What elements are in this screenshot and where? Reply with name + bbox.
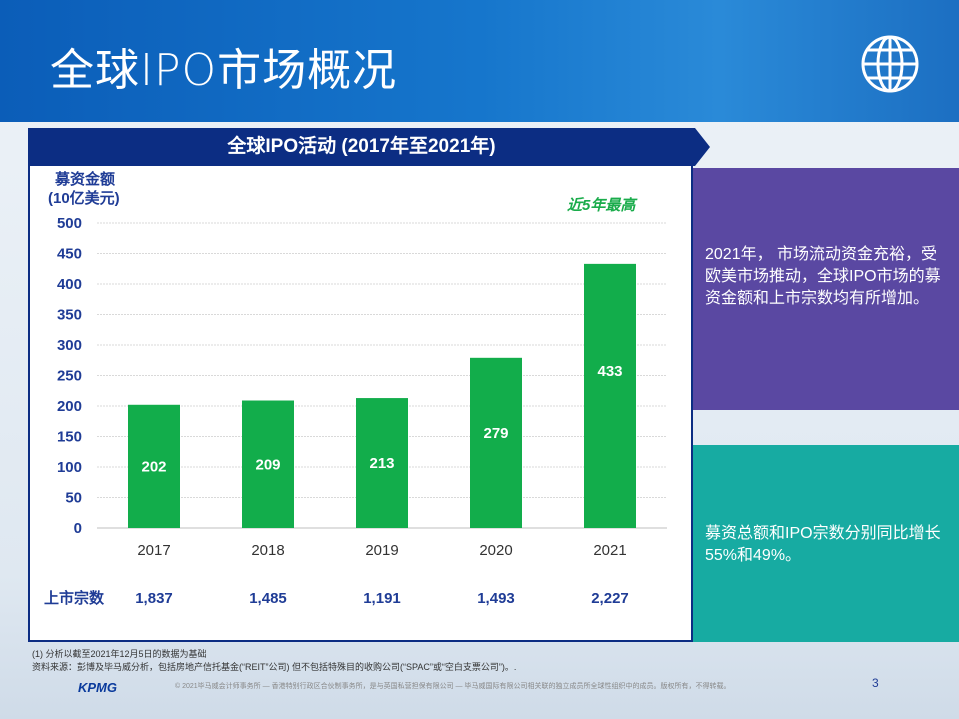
y-tick-label: 300 <box>57 337 82 354</box>
y-tick-label: 500 <box>57 215 82 232</box>
chart-title: 全球IPO活动 (2017年至2021年) <box>227 136 496 157</box>
insight-panel-teal <box>693 445 959 642</box>
x-tick-label: 2018 <box>251 542 284 559</box>
insight-text-2: 募资总额和IPO宗数分别同比增长55%和49%。 <box>705 525 941 564</box>
y-tick-label: 450 <box>57 246 82 263</box>
y-tick-label: 0 <box>74 520 82 537</box>
listing-count: 1,485 <box>249 590 287 607</box>
y-tick-label: 250 <box>57 368 82 385</box>
data-label-2020: 279 <box>483 425 508 442</box>
bar-2019 <box>356 398 408 528</box>
y-tick-label: 50 <box>65 490 82 507</box>
header-banner <box>0 0 959 122</box>
y-tick-label: 100 <box>57 459 82 476</box>
y-tick-label: 400 <box>57 276 82 293</box>
y-tick-label: 350 <box>57 307 82 324</box>
footnote-1: (1) 分析以截至2021年12月5日的数据为基础 <box>32 649 207 659</box>
counts-row-label: 上市宗数 <box>44 589 105 607</box>
listing-count: 1,837 <box>135 590 173 607</box>
page-number: 3 <box>872 676 879 690</box>
bar-2017 <box>128 404 180 528</box>
bar-chart: 0 50 100 150 200 250 300 350 400 450 500 202 2017 1,8… <box>44 215 667 607</box>
data-label-2018: 209 <box>255 456 280 473</box>
insight-panel-purple <box>693 168 959 410</box>
data-label-2017: 202 <box>141 458 166 475</box>
data-label-2021: 433 <box>597 363 622 380</box>
chart-title-banner <box>28 128 710 166</box>
listing-count: 1,191 <box>363 590 401 607</box>
y-tick-label: 200 <box>57 398 82 415</box>
data-label-2019: 213 <box>369 455 394 472</box>
listing-count: 2,227 <box>591 590 629 607</box>
x-tick-label: 2019 <box>365 542 398 559</box>
x-tick-label: 2021 <box>593 542 626 559</box>
bar-2020 <box>470 357 522 528</box>
y-axis-label-line2: (10亿美元) <box>48 190 120 207</box>
kpmg-logo: KPMG <box>78 680 117 695</box>
footnotes: (1) 分析以截至2021年12月5日的数据为基础 资料来源：彭博及毕马威分析，… <box>32 648 516 674</box>
copyright: © 2021毕马威会计师事务所 — 香港特别行政区合伙制事务所，是与英国私营担保… <box>175 683 731 690</box>
insight-text-1: 2021年， 市场流动资金充裕，受欧美市场推动，全球IPO市场的募资金额和上市宗… <box>705 246 941 307</box>
x-tick-label: 2020 <box>479 542 512 559</box>
globe-icon <box>861 35 919 93</box>
listing-count: 1,493 <box>477 590 515 607</box>
highlight-annotation: 近5年最高 <box>567 197 636 214</box>
y-axis-label-line1: 募资金额 <box>55 171 116 188</box>
page-title: 全球IPO市场概况 <box>50 45 398 96</box>
y-tick-label: 150 <box>57 429 82 446</box>
bar-2018 <box>242 400 294 528</box>
bar-2021 <box>584 263 636 528</box>
source-note: 资料来源：彭博及毕马威分析，包括房地产信托基金(“REIT”公司) 但不包括特殊… <box>32 662 517 672</box>
x-tick-label: 2017 <box>137 542 170 559</box>
chart-container: 0 50 100 150 200 250 300 350 400 450 500 202 2017 1,8… <box>28 166 693 642</box>
